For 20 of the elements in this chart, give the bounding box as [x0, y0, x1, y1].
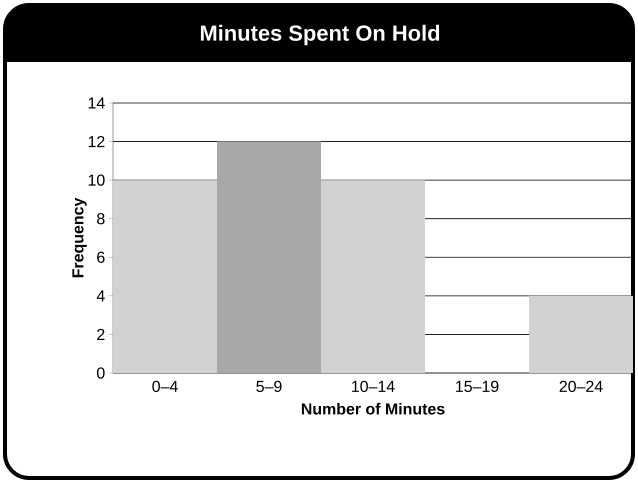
y-tick-label: 4: [96, 290, 105, 302]
y-tick-label: 8: [97, 213, 105, 224]
y-tick-label: 6: [97, 252, 105, 263]
y-tick-label: 12: [88, 136, 104, 148]
x-axis-title: Number of Minutes: [302, 402, 445, 415]
y-tick-label: 14: [88, 98, 105, 108]
bar: [321, 180, 426, 373]
bar: [113, 180, 218, 373]
bar: [529, 296, 634, 373]
x-tick-label: 20–24: [560, 380, 603, 392]
chart-title: Minutes Spent On Hold: [200, 24, 440, 46]
x-tick-label: 5–9: [256, 380, 282, 392]
y-tick-label: 0: [96, 367, 105, 379]
bar: [217, 142, 322, 373]
y-tick-label: 10: [88, 174, 105, 186]
x-tick-label: 15–19: [456, 380, 498, 392]
x-tick-label: 10–14: [352, 380, 395, 392]
y-axis-title: Frequency: [72, 198, 87, 278]
x-tick-label: 0–4: [152, 380, 178, 392]
y-tick-label: 2: [97, 328, 104, 340]
